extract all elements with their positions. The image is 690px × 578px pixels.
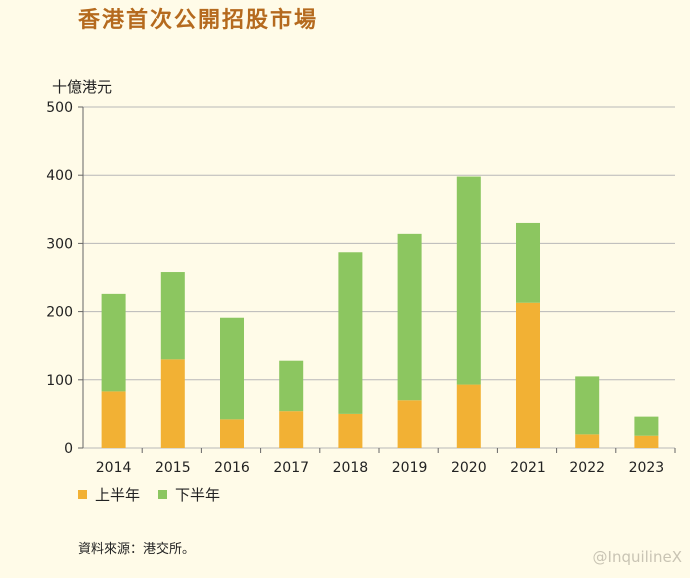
bar-h1-2022 [575,434,600,448]
y-tick-label: 400 [46,168,73,184]
x-tick-label: 2017 [273,460,309,476]
bar-h2-2016 [220,317,244,420]
x-tick-label: 2022 [569,460,605,476]
x-tick-label: 2018 [333,460,369,476]
chart-title: 香港首次公開招股市場 [78,8,319,33]
legend: 上半年 下半年 [78,484,220,505]
x-tick-label: 2015 [155,460,191,476]
bar-h1-2015 [160,359,185,448]
x-tick-label: 2019 [392,460,428,476]
x-axis-ticks: 2014 2015 2016 2017 2018 2019 2020 2021 2022 2023 [96,448,676,476]
bars [101,176,659,448]
legend-item-h1: 上半年 [78,484,140,505]
legend-label-h2: 下半年 [175,486,221,504]
bar-h2-2023 [634,416,659,436]
source-note: 資料來源：港交所。 [78,542,196,557]
x-tick-label: 2016 [214,460,250,476]
bar-h2-2020 [456,176,481,385]
bar-h2-2017 [279,360,304,412]
bar-h1-2016 [220,419,244,448]
x-tick-label: 2021 [510,460,546,476]
bar-h1-2020 [456,384,481,448]
y-axis-label: 十億港元 [52,78,112,96]
watermark: @InquilineX [592,548,682,566]
bar-h2-2022 [575,376,600,435]
bar-h2-2015 [160,272,185,360]
bar-h2-2019 [397,233,422,401]
bar-h1-2018 [338,413,363,448]
y-tick-label: 500 [46,100,73,116]
legend-swatch-h1 [78,490,87,499]
bar-h1-2017 [279,411,304,448]
legend-label-h1: 上半年 [95,486,141,504]
bar-h1-2019 [397,400,422,448]
bar-h2-2018 [338,252,363,414]
bar-h1-2021 [516,302,540,448]
x-tick-label: 2014 [96,460,132,476]
legend-swatch-h2 [158,490,168,499]
y-tick-label: 100 [46,373,73,389]
bar-h1-2014 [101,391,126,448]
y-tick-label: 200 [46,305,73,321]
legend-item-h2: 下半年 [158,484,220,505]
y-tick-label: 300 [46,236,73,252]
x-tick-label: 2023 [629,460,665,476]
bar-h1-2023 [634,435,659,448]
x-tick-label: 2020 [451,460,487,476]
bar-h2-2014 [101,293,126,392]
y-tick-label: 0 [64,441,73,457]
y-axis-ticks: 0 100 200 300 400 500 [46,100,73,457]
bar-h2-2021 [516,222,540,303]
